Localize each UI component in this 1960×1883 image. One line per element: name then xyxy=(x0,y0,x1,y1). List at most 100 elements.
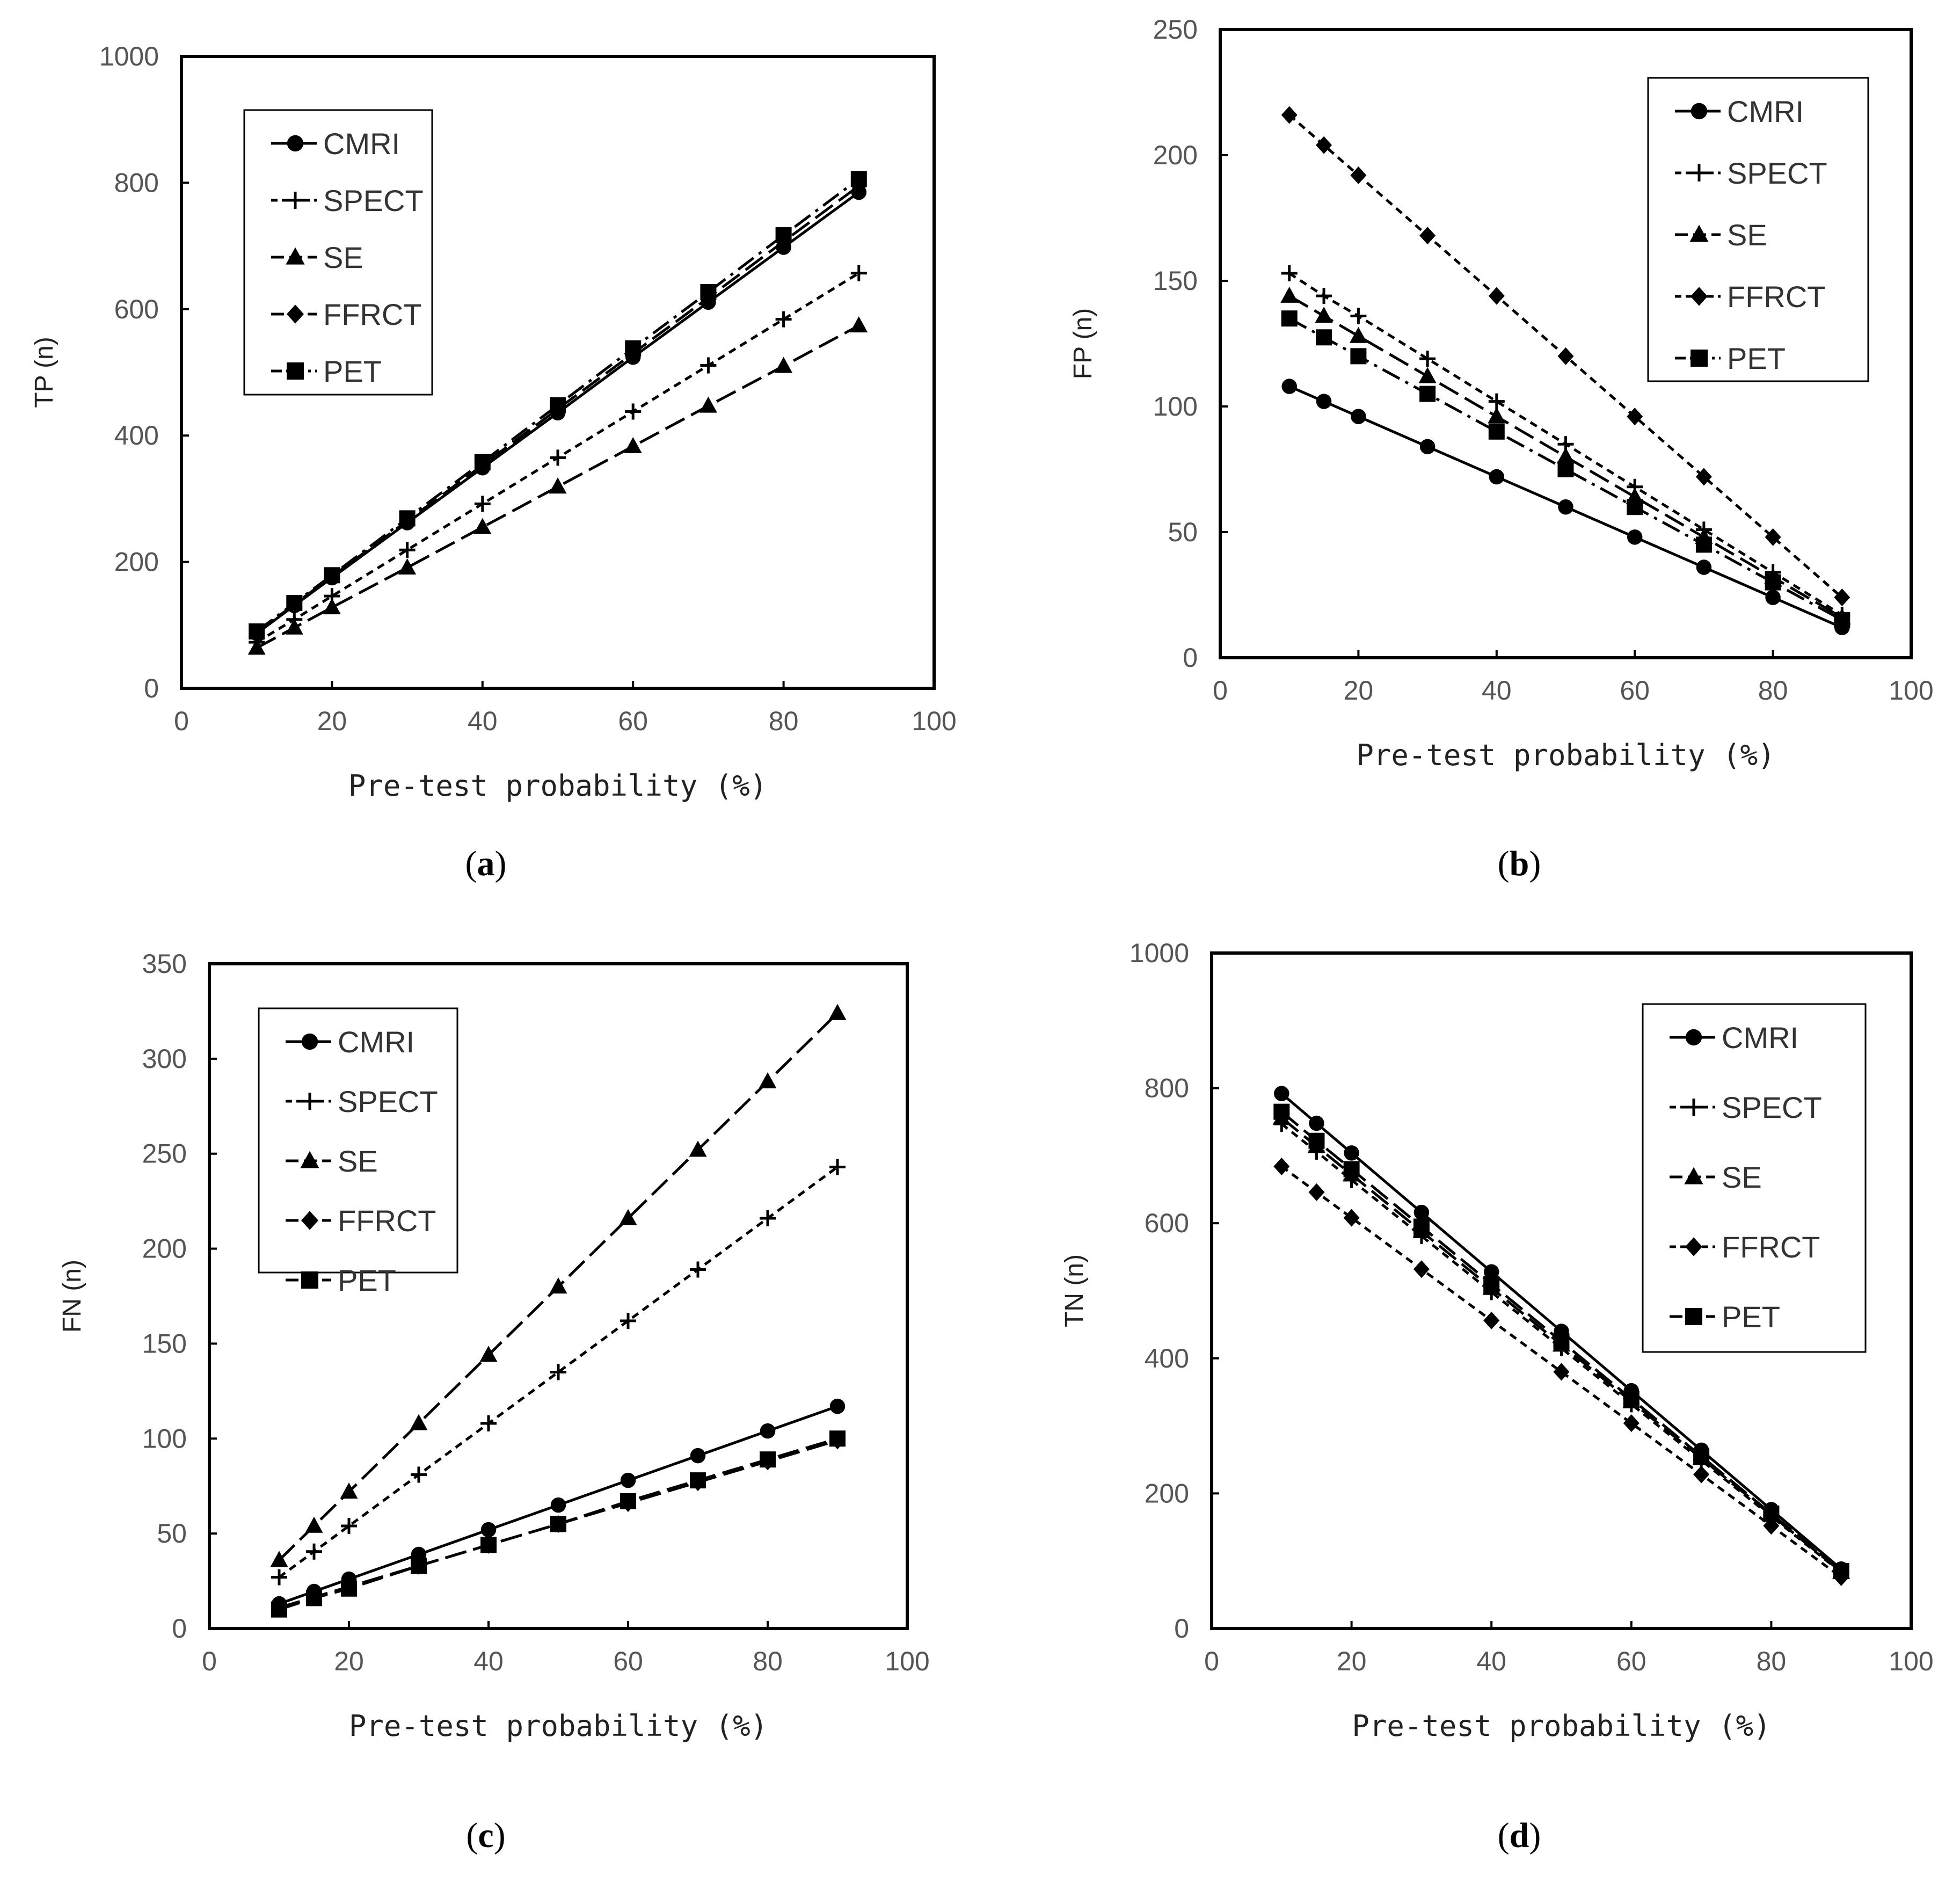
data-point xyxy=(550,1516,566,1532)
data-point xyxy=(700,284,717,301)
series-cmri xyxy=(1281,379,1850,636)
data-point xyxy=(1627,408,1643,426)
data-point xyxy=(399,542,416,558)
legend-label: FFRCT xyxy=(1722,1230,1820,1264)
x-tick-label: 60 xyxy=(1620,675,1650,706)
data-point xyxy=(1273,1103,1290,1120)
x-axis-title: Pre-test probability (%) xyxy=(1356,738,1775,772)
x-tick-label: 20 xyxy=(1337,1646,1367,1676)
series-line xyxy=(1280,1110,1842,1573)
data-point xyxy=(1558,499,1573,515)
legend-item-cmri: CMRI xyxy=(1675,94,1804,128)
data-point xyxy=(1489,469,1505,485)
y-tick-label: 250 xyxy=(1153,14,1198,45)
data-point xyxy=(1696,559,1712,575)
data-point xyxy=(1309,1115,1324,1131)
panel-label-close: ) xyxy=(1529,844,1541,883)
series-pet xyxy=(271,1430,846,1618)
legend-marker xyxy=(1691,350,1708,367)
legend-item-cmri: CMRI xyxy=(271,127,400,161)
data-point xyxy=(1316,136,1332,154)
legend: CMRI SPECT SE FFRCT PET xyxy=(258,1007,458,1297)
legend-marker xyxy=(1685,1308,1702,1325)
data-point xyxy=(1834,612,1850,628)
y-tick-label: 150 xyxy=(142,1328,187,1358)
x-tick-label: 80 xyxy=(1758,675,1788,706)
panel-label: (d) xyxy=(1498,1816,1541,1855)
series-spect xyxy=(1281,265,1850,623)
data-point xyxy=(1281,379,1297,394)
y-tick-label: 0 xyxy=(172,1613,187,1644)
data-point xyxy=(760,1423,776,1439)
data-point xyxy=(829,1398,846,1414)
legend-item-ffrct: FFRCT xyxy=(271,297,422,331)
legend-label: FFRCT xyxy=(323,297,422,331)
data-point xyxy=(760,1210,776,1226)
legend-label: SPECT xyxy=(323,184,424,217)
panel-label: (a) xyxy=(465,844,507,883)
y-tick-label: 0 xyxy=(1183,643,1198,673)
legend-marker xyxy=(301,1033,318,1050)
series-line xyxy=(1288,114,1843,599)
legend-box xyxy=(258,1007,458,1274)
data-point xyxy=(323,598,341,615)
data-point xyxy=(619,1209,637,1225)
data-point xyxy=(247,638,266,655)
data-point xyxy=(398,558,417,575)
data-point xyxy=(759,1072,777,1089)
series-line xyxy=(256,178,860,633)
data-point xyxy=(1350,166,1367,184)
data-point xyxy=(620,1312,636,1329)
legend-label: SE xyxy=(338,1144,378,1178)
x-tick-label: 80 xyxy=(769,706,799,736)
legend-marker xyxy=(287,304,304,324)
plot-frame xyxy=(180,55,936,690)
data-point xyxy=(1418,367,1437,383)
x-tick-label: 60 xyxy=(618,706,648,736)
data-point xyxy=(1557,461,1574,477)
data-point xyxy=(1488,407,1506,424)
panel-label-open: ( xyxy=(1498,1816,1510,1855)
data-point xyxy=(690,1448,706,1464)
data-point xyxy=(550,449,566,466)
data-point xyxy=(1419,386,1436,402)
y-tick-label: 50 xyxy=(157,1518,187,1548)
series-pet xyxy=(249,171,867,640)
data-point xyxy=(1281,106,1298,124)
data-point xyxy=(249,623,265,640)
data-point xyxy=(1351,409,1366,424)
y-axis-title: FN (n) xyxy=(58,1260,86,1333)
legend-item-se: SE xyxy=(1670,1160,1762,1194)
data-point xyxy=(340,1482,358,1499)
data-point xyxy=(1413,1218,1430,1235)
data-point xyxy=(620,1472,636,1488)
y-tick-label: 800 xyxy=(114,168,159,198)
legend-label: SPECT xyxy=(1722,1090,1822,1124)
legend-label: SE xyxy=(1722,1160,1762,1194)
series-se xyxy=(247,316,868,655)
data-point xyxy=(1693,1448,1710,1465)
data-point xyxy=(306,1590,322,1606)
data-point xyxy=(1693,1465,1710,1484)
data-point xyxy=(775,311,792,328)
data-point xyxy=(829,1430,846,1447)
x-tick-label: 0 xyxy=(1204,1646,1219,1676)
y-tick-label: 100 xyxy=(1153,391,1198,421)
series-line xyxy=(1288,385,1843,629)
y-tick-label: 0 xyxy=(1174,1613,1189,1644)
data-point xyxy=(1763,1506,1780,1522)
x-axis-title: Pre-test probability (%) xyxy=(349,1709,768,1743)
x-axis-title: Pre-test probability (%) xyxy=(1352,1709,1770,1743)
data-point xyxy=(474,454,491,470)
legend-item-cmri: CMRI xyxy=(1670,1021,1798,1055)
x-tick-label: 100 xyxy=(1889,1646,1933,1676)
y-tick-label: 200 xyxy=(1145,1478,1189,1508)
data-point xyxy=(700,357,717,374)
data-point xyxy=(341,1517,357,1534)
series-line xyxy=(279,1437,838,1611)
x-tick-label: 40 xyxy=(473,1646,504,1676)
x-tick-label: 20 xyxy=(334,1646,364,1676)
legend-marker xyxy=(1689,224,1709,242)
series-se xyxy=(270,1004,847,1567)
